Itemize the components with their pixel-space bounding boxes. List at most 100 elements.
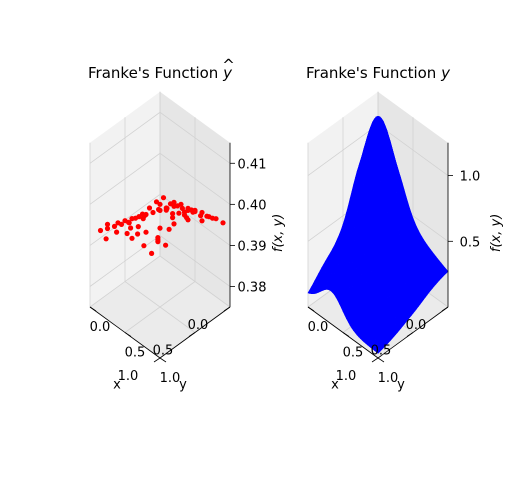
grid-line bbox=[89, 235, 231, 287]
x-tick-mark bbox=[406, 332, 414, 337]
data-point bbox=[157, 201, 163, 207]
y-tick-mark bbox=[307, 306, 315, 312]
chart-title: Franke's Function y bbox=[306, 64, 451, 82]
y-tick-mark bbox=[342, 332, 350, 337]
data-point bbox=[104, 221, 111, 227]
data-point bbox=[171, 199, 177, 205]
y-tick-mark bbox=[89, 306, 97, 312]
data-point bbox=[220, 220, 226, 226]
data-point bbox=[166, 226, 172, 232]
data-point bbox=[124, 230, 130, 237]
data-point bbox=[170, 215, 176, 221]
y-tick-label: 0.5 bbox=[343, 346, 364, 361]
chart-title-text: Franke's Function bbox=[306, 64, 441, 82]
y-axis-label: y bbox=[397, 378, 405, 393]
grid-line bbox=[89, 255, 161, 308]
surface bbox=[307, 115, 449, 354]
data-point bbox=[163, 242, 169, 248]
x-tick-mark bbox=[441, 306, 449, 312]
data-point bbox=[104, 225, 111, 232]
z-tick-label: 0.41 bbox=[238, 157, 267, 172]
data-point bbox=[171, 221, 177, 227]
chart-title: Franke's Function y bbox=[88, 64, 233, 82]
data-point bbox=[129, 235, 135, 241]
x-tick-mark bbox=[223, 306, 231, 312]
z-axis-label: f(x, y) bbox=[489, 214, 504, 252]
data-point bbox=[114, 229, 120, 235]
data-point bbox=[155, 235, 161, 241]
y-tick-label: 0.0 bbox=[90, 320, 111, 335]
data-point bbox=[111, 223, 118, 229]
x-tick-label: 0.5 bbox=[153, 344, 174, 359]
y-tick-mark bbox=[124, 332, 132, 337]
data-point bbox=[135, 231, 141, 237]
data-point bbox=[170, 211, 176, 217]
z-tick-label: 1.0 bbox=[460, 170, 481, 185]
x-tick-label: 0.0 bbox=[188, 318, 209, 333]
data-point bbox=[178, 201, 184, 207]
data-point bbox=[150, 209, 156, 216]
data-point bbox=[129, 216, 135, 222]
data-point bbox=[140, 216, 146, 222]
data-point bbox=[103, 236, 109, 242]
x-axis-label: x bbox=[331, 378, 339, 393]
data-point bbox=[176, 210, 182, 216]
data-point bbox=[136, 214, 142, 220]
data-point bbox=[115, 220, 121, 226]
y-tick-label: 1.0 bbox=[160, 371, 181, 386]
x-tick-label: 0.0 bbox=[406, 318, 427, 333]
z-tick-label: 0.38 bbox=[238, 281, 267, 296]
x-tick-label: 1.0 bbox=[118, 369, 139, 384]
chart-title-text: Franke's Function bbox=[88, 64, 223, 82]
data-point bbox=[209, 215, 216, 221]
grid-line bbox=[89, 152, 231, 205]
y-axis-label: y bbox=[179, 378, 187, 393]
y-tick-mark bbox=[159, 357, 167, 363]
x-tick-mark bbox=[371, 357, 379, 363]
title-hat-accent: ^ bbox=[222, 56, 235, 74]
y-tick-label: 1.0 bbox=[378, 371, 399, 386]
data-point bbox=[149, 250, 155, 256]
z-tick-label: 0.39 bbox=[238, 239, 267, 254]
x-tick-mark bbox=[188, 332, 196, 337]
y-tick-mark bbox=[377, 357, 385, 363]
chart-title-symbol: y bbox=[222, 64, 233, 82]
data-point bbox=[141, 243, 147, 249]
z-axis-label: f(x, y) bbox=[271, 214, 286, 252]
data-point bbox=[171, 203, 177, 209]
x-tick-label: 1.0 bbox=[336, 369, 357, 384]
data-point bbox=[143, 229, 149, 235]
data-point bbox=[155, 239, 161, 245]
data-point bbox=[199, 209, 205, 216]
data-point bbox=[199, 218, 205, 224]
data-point bbox=[185, 207, 191, 213]
data-point bbox=[122, 218, 128, 224]
y-tick-label: 0.0 bbox=[308, 320, 329, 335]
x-tick-mark bbox=[153, 357, 161, 363]
x-axis-label: x bbox=[113, 378, 121, 393]
data-point bbox=[126, 220, 132, 226]
data-point bbox=[160, 195, 167, 201]
z-tick-label: 0.5 bbox=[460, 235, 481, 250]
x-tick-label: 0.5 bbox=[371, 344, 392, 359]
grid-line bbox=[89, 111, 231, 164]
data-point bbox=[128, 225, 134, 231]
data-point bbox=[179, 205, 185, 211]
data-point bbox=[143, 211, 149, 218]
data-point bbox=[157, 207, 163, 213]
left-3d-axes: 0.0 0.5 1.0 0.0 0.5 1.0 0.38 0.39 0.40 0.41 x y f(x,… bbox=[88, 56, 286, 393]
data-point bbox=[181, 212, 188, 218]
data-point bbox=[135, 224, 141, 230]
surface-facet bbox=[375, 349, 381, 354]
data-point bbox=[97, 227, 104, 234]
grid-line bbox=[124, 281, 196, 333]
data-point bbox=[157, 225, 163, 231]
data-point bbox=[192, 207, 198, 213]
data-point bbox=[146, 205, 153, 211]
data-point bbox=[164, 205, 170, 211]
y-tick-label: 0.5 bbox=[125, 346, 146, 361]
z-tick-label: 0.40 bbox=[238, 198, 267, 213]
chart-title-symbol: y bbox=[440, 64, 451, 82]
right-3d-axes: 0.00.51.00.00.51.00.51.0x yf(x, y)Franke'… bbox=[306, 64, 504, 393]
